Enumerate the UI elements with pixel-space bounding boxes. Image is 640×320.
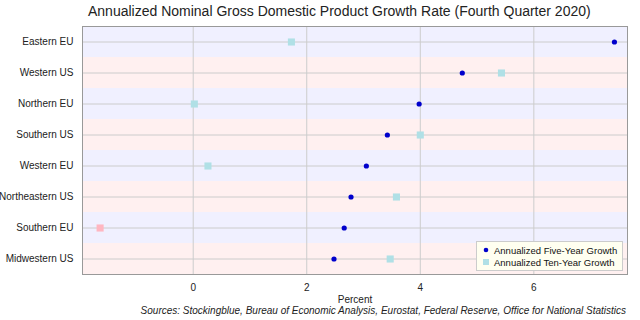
html-text:Sources: Stockingblue, Bureau: Sources: Stockingblue, Bureau of Economi… <box>140 305 626 316</box>
svg-text:0: 0 <box>190 282 196 293</box>
svg-text:Western EU: Western EU <box>20 160 74 171</box>
svg-text:Northeastern US: Northeastern US <box>0 191 74 202</box>
svg-text:6: 6 <box>531 282 537 293</box>
svg-text:Eastern EU: Eastern EU <box>22 36 73 47</box>
svg-text:Midwestern US: Midwestern US <box>6 253 74 264</box>
svg-text:Southern EU: Southern EU <box>16 222 73 233</box>
svg-text:Southern US: Southern US <box>16 129 74 140</box>
svg-text:Northern EU: Northern EU <box>18 98 74 109</box>
svg-text:Percent: Percent <box>338 294 373 305</box>
svg-text:Western US: Western US <box>20 67 74 78</box>
html-text:Annualized Five-Year Growth: Annualized Five-Year Growth <box>494 244 618 256</box>
html-text:Annualized Ten-Year Growth: Annualized Ten-Year Growth <box>494 256 615 268</box>
html-text:Annualized Nominal Gross Domes: Annualized Nominal Gross Domestic Produc… <box>88 3 591 19</box>
svg-text:4: 4 <box>418 282 424 293</box>
svg-text:2: 2 <box>304 282 310 293</box>
